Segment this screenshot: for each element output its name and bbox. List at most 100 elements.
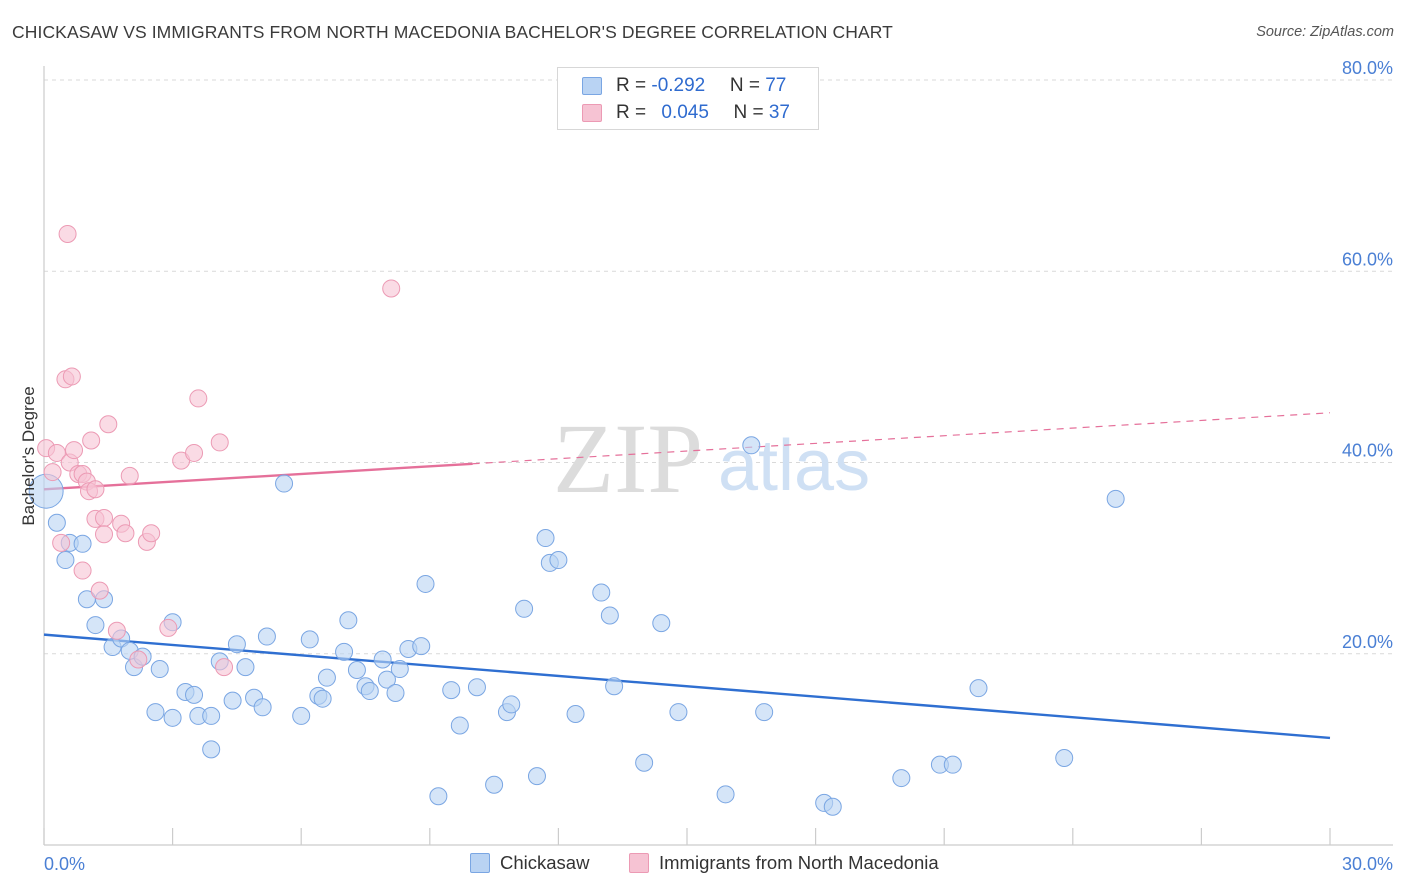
- point-chickasaw: [429, 787, 448, 806]
- y-tick-label: 20.0%: [1342, 632, 1393, 652]
- point-macedonia: [73, 561, 92, 580]
- watermark-atlas: atlas: [718, 426, 870, 506]
- point-chickasaw: [185, 685, 204, 704]
- point-chickasaw: [592, 583, 611, 602]
- point-chickasaw: [202, 740, 221, 759]
- point-chickasaw: [223, 691, 242, 710]
- point-chickasaw: [360, 682, 379, 701]
- point-chickasaw: [742, 436, 761, 455]
- watermark: ZIP atlas: [553, 403, 870, 514]
- point-chickasaw: [347, 661, 366, 680]
- point-chickasaw: [146, 703, 165, 722]
- gridlines: [44, 79, 1393, 655]
- point-chickasaw: [1055, 748, 1074, 767]
- point-macedonia: [185, 443, 204, 462]
- swatch-chickasaw: [470, 853, 490, 873]
- point-chickasaw: [536, 529, 555, 548]
- point-chickasaw: [566, 704, 585, 723]
- point-chickasaw: [943, 755, 962, 774]
- point-chickasaw: [892, 769, 911, 788]
- point-macedonia: [129, 650, 148, 669]
- point-chickasaw: [253, 698, 272, 717]
- tick-labels: 20.0% 40.0% 60.0% 80.0% 0.0% 30.0%: [44, 58, 1393, 874]
- point-chickasaw: [502, 695, 521, 714]
- point-macedonia: [90, 581, 109, 600]
- watermark-zip: ZIP: [553, 403, 703, 514]
- point-chickasaw: [485, 775, 504, 794]
- point-chickasaw: [202, 706, 221, 725]
- y-tick-label: 40.0%: [1342, 441, 1393, 461]
- point-macedonia: [116, 524, 135, 543]
- trend-line-solid: [43, 633, 1331, 740]
- legend-n-value: 37: [768, 102, 790, 123]
- legend-r-value: -0.292: [651, 75, 706, 96]
- point-macedonia: [215, 658, 234, 677]
- point-macedonia: [65, 441, 84, 460]
- point-chickasaw: [450, 716, 469, 735]
- point-chickasaw: [313, 689, 332, 708]
- legend-n-label: N =: [733, 102, 769, 123]
- point-chickasaw: [292, 706, 311, 725]
- point-chickasaw: [605, 677, 624, 696]
- point-chickasaw: [373, 650, 392, 669]
- point-macedonia: [82, 431, 101, 450]
- legend-swatch-blue: [582, 77, 602, 95]
- point-macedonia: [52, 533, 71, 552]
- point-macedonia: [62, 367, 81, 386]
- legend-label-macedonia: Immigrants from North Macedonia: [659, 852, 939, 873]
- point-chickasaw: [600, 606, 619, 625]
- x-tick-label-max: 30.0%: [1342, 854, 1393, 874]
- point-chickasaw: [300, 630, 319, 649]
- point-chickasaw: [823, 797, 842, 816]
- point-chickasaw: [317, 668, 336, 687]
- point-chickasaw: [549, 551, 568, 570]
- point-macedonia: [107, 621, 126, 640]
- legend-r-label: R =: [616, 75, 652, 96]
- point-chickasaw: [969, 679, 988, 698]
- series-legend: Chickasaw Immigrants from North Macedoni…: [0, 852, 1406, 878]
- point-chickasaw: [442, 681, 461, 700]
- y-tick-label: 60.0%: [1342, 249, 1393, 269]
- point-macedonia: [43, 463, 62, 482]
- point-chickasaw: [467, 678, 486, 697]
- point-macedonia: [47, 443, 66, 462]
- point-chickasaw: [339, 611, 358, 630]
- trend-lines: [43, 412, 1331, 740]
- point-macedonia: [189, 389, 208, 408]
- legend-label-chickasaw: Chickasaw: [500, 852, 590, 873]
- point-macedonia: [99, 415, 118, 434]
- legend-n-value: 77: [765, 75, 787, 96]
- point-chickasaw: [47, 513, 66, 532]
- point-chickasaw: [635, 753, 654, 772]
- chart-title: CHICKASAW VS IMMIGRANTS FROM NORTH MACED…: [12, 22, 893, 42]
- point-chickasaw: [73, 534, 92, 553]
- point-chickasaw: [515, 599, 534, 618]
- point-chickasaw: [412, 637, 431, 656]
- point-macedonia: [382, 279, 401, 298]
- point-macedonia: [210, 433, 229, 452]
- point-chickasaw: [163, 708, 182, 727]
- legend-r-value: 0.045: [661, 102, 709, 123]
- point-chickasaw: [377, 670, 396, 689]
- point-chickasaw: [56, 551, 75, 570]
- point-chickasaw: [227, 635, 246, 654]
- point-chickasaw: [652, 614, 671, 633]
- legend-item-macedonia: Immigrants from North Macedonia: [629, 852, 939, 874]
- point-chickasaw: [416, 574, 435, 593]
- point-chickasaw: [716, 785, 735, 804]
- point-chickasaw: [390, 660, 409, 679]
- stats-legend: R = -0.292 N = 77 R = 0.045 N = 37: [557, 67, 819, 130]
- point-macedonia: [142, 524, 161, 543]
- point-chickasaw: [150, 660, 169, 679]
- trend-line-dashed: [472, 412, 1331, 465]
- point-chickasaw: [335, 642, 354, 661]
- point-chickasaw: [275, 474, 294, 493]
- point-chickasaw: [527, 767, 546, 786]
- point-macedonia: [95, 508, 114, 527]
- x-tick-label-min: 0.0%: [44, 854, 85, 874]
- point-macedonia: [86, 480, 105, 499]
- point-chickasaw: [669, 703, 688, 722]
- axes: [43, 66, 1393, 846]
- point-macedonia: [95, 525, 114, 544]
